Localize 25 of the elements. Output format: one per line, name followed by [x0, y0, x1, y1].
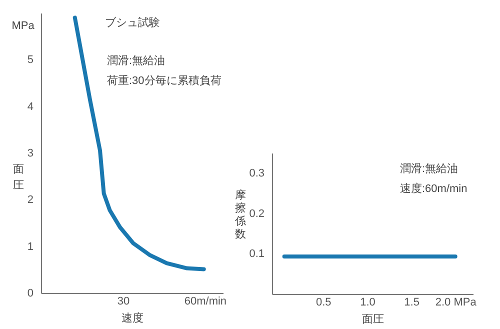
annotation: 潤滑:無給油 [107, 54, 166, 67]
annotation: 潤滑:無給油 [400, 162, 458, 175]
x-tick-label: 60m/min [184, 296, 227, 308]
y-tick-label: 3 [27, 148, 34, 160]
x-tick-label: 1.5 [404, 296, 420, 308]
y-tick-label: 2 [27, 194, 34, 206]
annotation: 速度:60m/min [400, 182, 468, 195]
y-tick-label: 0.2 [249, 208, 264, 220]
x-tick-label: 0.5 [316, 296, 332, 308]
y-axis-title: 摩擦係数 [235, 188, 246, 240]
y-tick-label: 4 [27, 100, 34, 113]
x-tick-label: 1.0 [360, 296, 376, 308]
y-tick-label: 0.3 [249, 168, 264, 180]
y-tick-label: 0 [27, 288, 34, 300]
x-tick-label: 2.0 MPa [435, 296, 478, 308]
chart-title: ブシュ試験 [105, 16, 160, 29]
x-axis-title: 速度 [122, 312, 144, 324]
annotation: 荷重:30分毎に累積負荷 [107, 74, 222, 87]
y-tick-label: 5 [27, 54, 34, 66]
y-tick-label: 0.1 [249, 248, 264, 260]
x-tick-label: 30 [117, 296, 130, 308]
text: MPa [12, 20, 36, 32]
x-axis-title: 面圧 [362, 314, 384, 326]
y-tick-label: 1 [27, 240, 34, 253]
y-axis-title: 面圧 [13, 164, 24, 192]
